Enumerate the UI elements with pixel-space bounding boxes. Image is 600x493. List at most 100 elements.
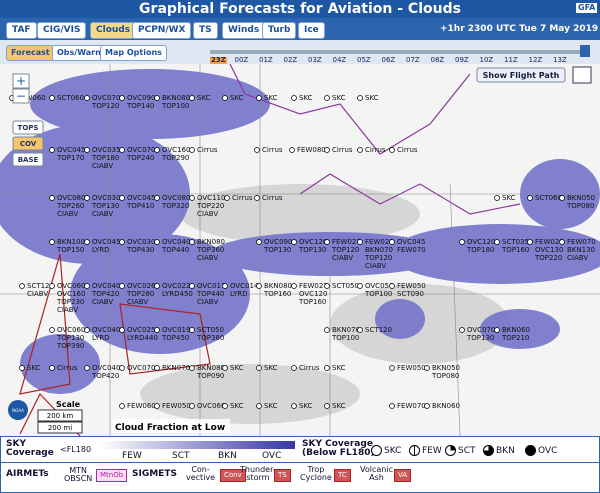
station-symbol	[324, 95, 330, 101]
time-label[interactable]: 00Z	[234, 56, 249, 64]
station-label: FEW027	[299, 282, 328, 290]
mode-button[interactable]: Map Options	[100, 45, 167, 61]
station-symbol	[291, 283, 297, 289]
station-symbol	[256, 239, 262, 245]
station-symbol	[49, 95, 55, 101]
station-label: LYRD	[92, 246, 110, 254]
zoom-in[interactable]: +	[16, 74, 26, 88]
station-label: FEW028	[535, 238, 564, 246]
station-label: OVC120	[299, 290, 327, 298]
mode-button[interactable]: Obs/Warn	[52, 45, 106, 61]
station-symbol	[357, 239, 363, 245]
station-label: LYRD	[230, 290, 248, 298]
station-symbol	[256, 403, 262, 409]
station-symbol	[189, 403, 195, 409]
tab[interactable]: TAF	[6, 22, 37, 39]
station-label: TOP240	[126, 154, 154, 162]
station-label: TOP440	[196, 290, 224, 298]
time-label[interactable]: 09Z	[455, 56, 469, 64]
time-label[interactable]: 13Z	[553, 56, 567, 64]
station-label: SKC	[230, 364, 244, 372]
tab[interactable]: Ice	[298, 22, 325, 39]
time-label[interactable]: 04Z	[332, 56, 347, 64]
time-label[interactable]: 05Z	[357, 56, 371, 64]
station-label: CIABV	[92, 210, 113, 218]
station-symbol	[256, 283, 262, 289]
station-label: Cirrus	[57, 364, 78, 372]
station-label: SCT035	[502, 238, 529, 246]
station-label: Cirrus	[262, 146, 283, 154]
time-label[interactable]: 01Z	[259, 56, 273, 64]
station-symbol	[189, 283, 195, 289]
station-label: CIABV	[567, 254, 588, 262]
station-label: OVC070	[127, 146, 155, 154]
station-symbol	[527, 195, 533, 201]
sigmet-icon: VA	[394, 469, 412, 482]
layer-label[interactable]: BASE	[18, 156, 39, 164]
station-symbol	[324, 327, 330, 333]
flight-path-button[interactable]: Show Flight Path	[483, 71, 560, 80]
station-label: BKN060	[502, 326, 530, 334]
sigmet-label: Con- vective	[186, 465, 216, 482]
station-label: TOP440	[161, 246, 189, 254]
station-symbol	[84, 365, 90, 371]
layer-label[interactable]: TOPS	[18, 124, 39, 132]
station-label: TOP140	[126, 102, 154, 110]
sigmet-label: Trop Cyclone	[300, 465, 332, 482]
station-symbol	[389, 283, 395, 289]
cover-symbol	[371, 445, 382, 456]
tab[interactable]: CIG/VIS	[37, 22, 87, 39]
sky-level-label: OVC	[262, 451, 282, 461]
time-label[interactable]: 23Z	[210, 56, 227, 64]
station-symbol	[119, 283, 125, 289]
station-label: TOP130	[466, 334, 494, 342]
time-label[interactable]: 03Z	[308, 56, 322, 64]
station-label: TOP360	[196, 246, 224, 254]
tab[interactable]: PCPN/WX	[132, 22, 192, 39]
station-symbol	[222, 95, 228, 101]
layer-button[interactable]	[12, 136, 44, 151]
time-label[interactable]: 11Z	[504, 56, 518, 64]
station-label: SKC	[230, 402, 244, 410]
time-label[interactable]: 10Z	[479, 56, 494, 64]
time-label[interactable]: 02Z	[283, 56, 298, 64]
time-label[interactable]: 08Z	[430, 56, 445, 64]
tab[interactable]: Clouds	[90, 22, 137, 39]
station-label: CIABV	[365, 262, 386, 270]
station-symbol	[119, 195, 125, 201]
layer-label[interactable]: COV	[20, 140, 37, 148]
station-label: Cirrus	[232, 194, 253, 202]
station-label: OVC025	[127, 326, 155, 334]
layer-button[interactable]	[12, 152, 44, 167]
station-symbol	[559, 239, 565, 245]
station-symbol	[154, 403, 160, 409]
station-label: SKC	[197, 94, 211, 102]
layer-button[interactable]	[12, 120, 44, 135]
station-label: OVC035	[92, 146, 120, 154]
station-symbol	[84, 327, 90, 333]
station-label: BKN100	[57, 238, 85, 246]
time-label[interactable]: 12Z	[528, 56, 543, 64]
station-symbol	[49, 327, 55, 333]
station-label: BKN080	[197, 238, 225, 246]
tab[interactable]: Winds	[222, 22, 266, 39]
slider-end[interactable]	[580, 45, 590, 57]
time-label[interactable]: 07Z	[406, 56, 420, 64]
station-symbol	[84, 283, 90, 289]
tab[interactable]: TS	[193, 22, 218, 39]
station-label: FEW070	[397, 402, 426, 410]
station-symbol	[189, 365, 195, 371]
below-title: SKY Coverage (Below FL180)	[302, 439, 375, 458]
station-label: CIABV	[127, 298, 148, 306]
station-label: TOP130	[263, 246, 291, 254]
station-label: SKC	[332, 94, 346, 102]
station-symbol	[291, 239, 297, 245]
station-label: Cirrus	[299, 364, 320, 372]
time-label[interactable]: 06Z	[381, 56, 396, 64]
mode-button[interactable]: Forecast	[6, 45, 55, 61]
tab[interactable]: Turb	[262, 22, 297, 39]
zoom-out[interactable]: −	[16, 89, 26, 103]
station-label: SKC	[332, 364, 346, 372]
station-label: OVC045	[397, 238, 425, 246]
station-label: LYRD	[92, 334, 110, 342]
